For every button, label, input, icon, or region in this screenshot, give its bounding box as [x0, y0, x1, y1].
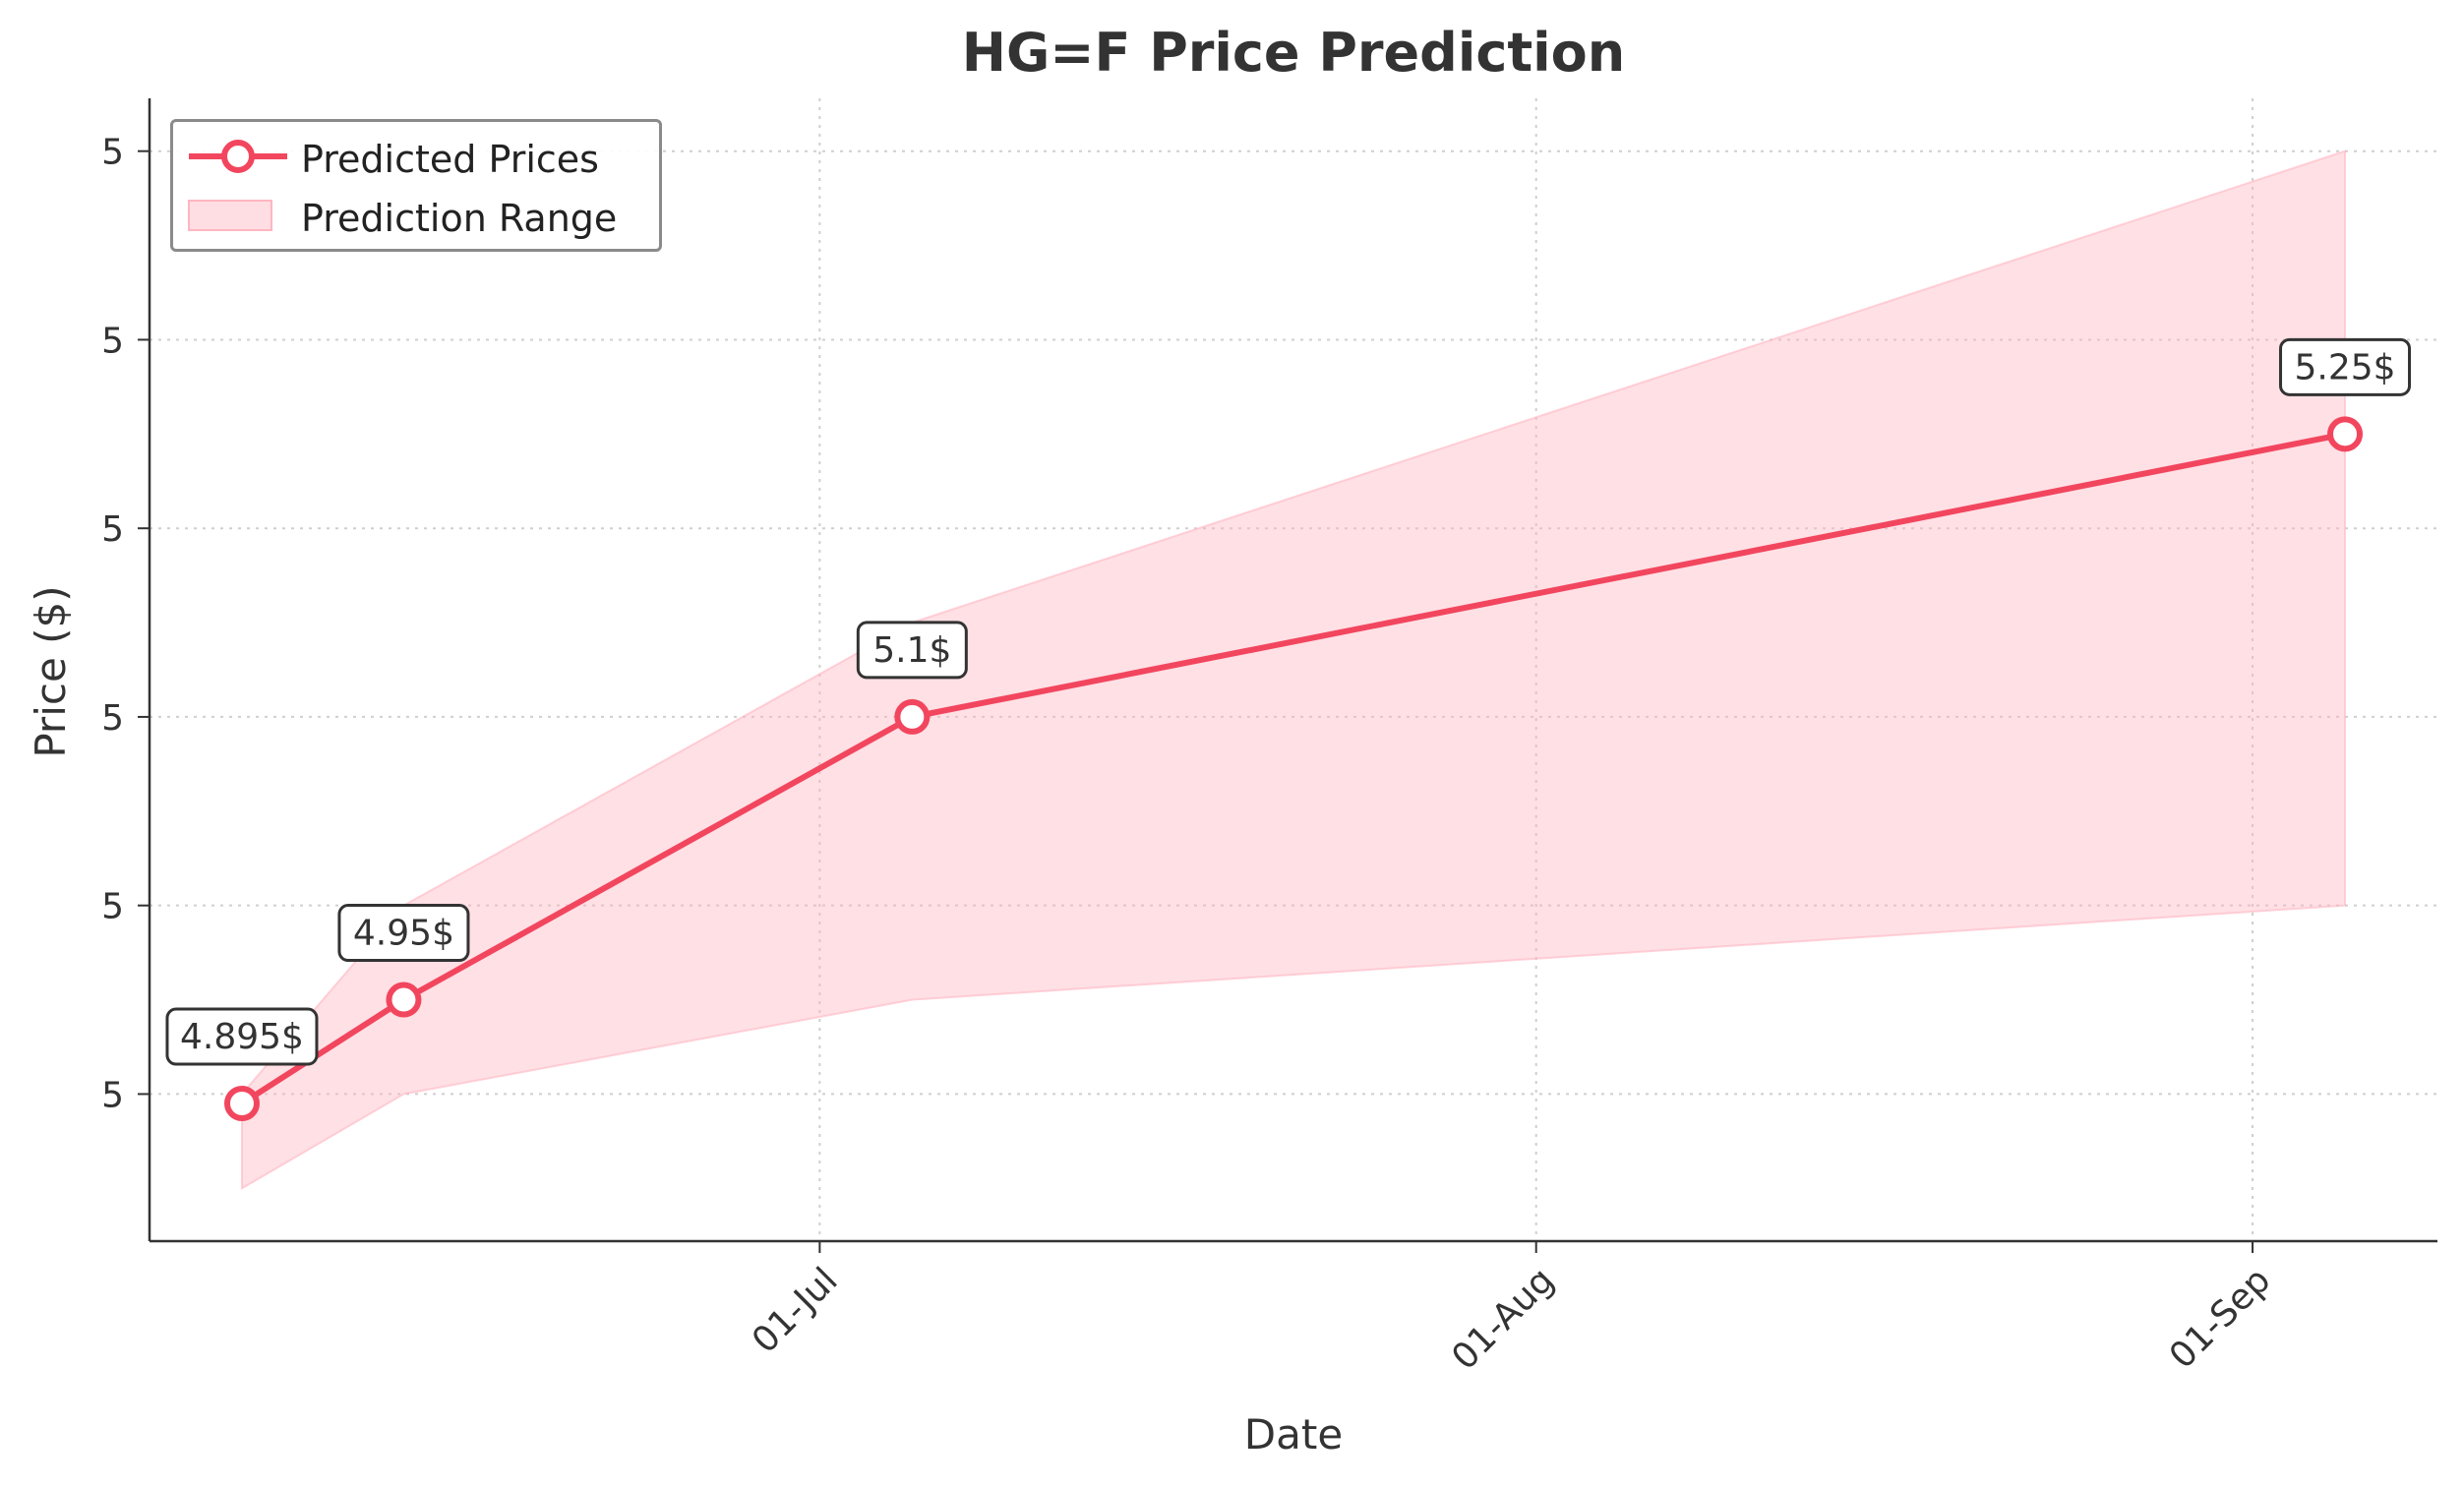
y-tick-label: 5: [101, 887, 124, 927]
data-label: 4.95$: [353, 914, 454, 954]
data-label-box: [165, 1007, 319, 1066]
y-tick-label: 5: [101, 698, 124, 739]
data-label: 4.895$: [180, 1017, 304, 1057]
data-point: [386, 982, 422, 1018]
x-tick-label: 01-Jul: [745, 1260, 846, 1361]
y-tick-label: 5: [101, 509, 124, 550]
predicted-prices-line: [240, 431, 2346, 1106]
legend-item-prediction-range: Prediction Range: [173, 191, 659, 240]
y-tick-label: 5: [101, 133, 124, 173]
data-label: 5.25$: [2294, 347, 2395, 387]
legend-label-prediction-range: Prediction Range: [301, 197, 618, 240]
data-labels: 4.895$ 4.95$ 5.1$ 5.25$: [165, 337, 2412, 1066]
data-label-box: [856, 621, 968, 680]
legend-line-marker-icon: [189, 140, 287, 173]
data-label: 5.1$: [872, 630, 951, 671]
x-axis-label: Date: [1244, 1410, 1343, 1458]
data-label-box: [2279, 337, 2412, 396]
y-axis-label: Price ($): [27, 585, 75, 757]
data-point: [894, 698, 931, 735]
legend: Predicted Prices Prediction Range: [170, 119, 662, 252]
legend-item-predicted-prices: Predicted Prices: [173, 132, 659, 181]
data-label-box: [337, 904, 470, 963]
prediction-range-area: [240, 149, 2347, 1191]
x-tick-label: 01-Aug: [1444, 1260, 1562, 1378]
legend-label-predicted-prices: Predicted Prices: [301, 138, 599, 181]
chart-title: HG=F Price Prediction: [962, 22, 1625, 84]
legend-range-swatch-icon: [188, 200, 272, 231]
prediction-range-band: [240, 149, 2347, 1191]
x-tick-label: 01-Sep: [2162, 1260, 2279, 1377]
y-tick-label: 5: [101, 1075, 124, 1115]
data-point: [2327, 416, 2364, 452]
predicted-prices-series: [223, 416, 2364, 1122]
data-point: [223, 1086, 260, 1122]
y-tick-label: 5: [101, 321, 124, 361]
